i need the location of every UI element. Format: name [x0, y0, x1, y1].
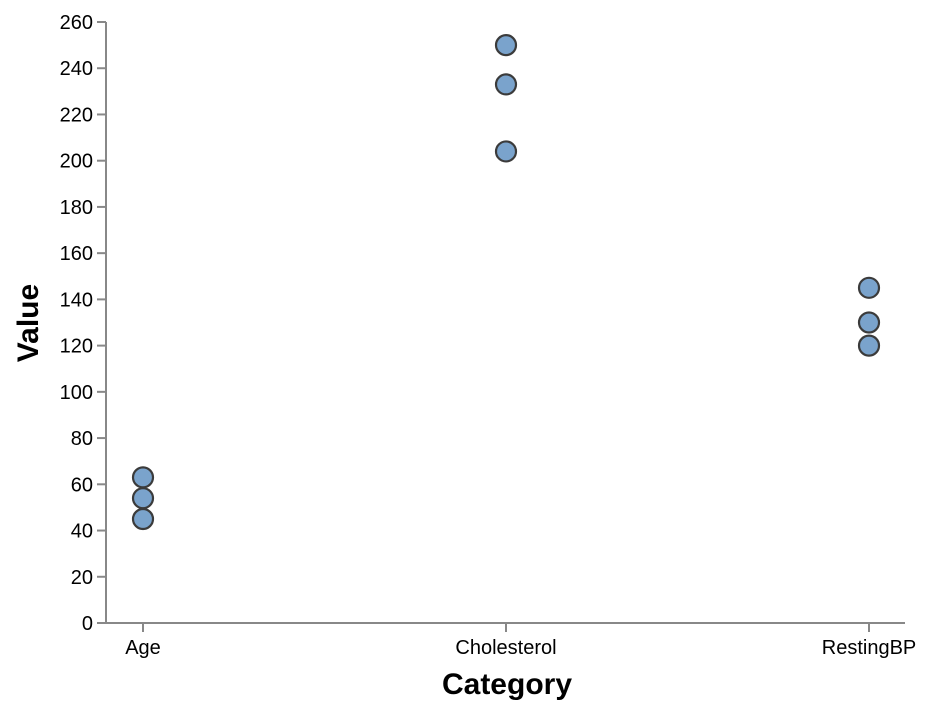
data-point-restingbp	[857, 276, 881, 299]
data-points	[131, 34, 881, 531]
data-point-age	[131, 487, 155, 510]
y-axis-title: Value	[12, 284, 45, 362]
x-tick-label-cholesterol: Cholesterol	[455, 637, 556, 659]
x-axis-title: Category	[442, 668, 572, 701]
y-tick-label: 240	[60, 58, 93, 80]
y-tick-label: 220	[60, 104, 93, 126]
y-tick-label: 180	[60, 197, 93, 219]
data-point-restingbp	[857, 334, 881, 357]
y-tick-label: 200	[60, 151, 93, 173]
y-tick-label: 60	[71, 474, 93, 496]
y-axis: 0 20 40 60 80 100 120 140 160 180 200 220 240 260	[60, 12, 107, 635]
y-tick-label: 160	[60, 243, 93, 265]
x-tick-label-restingbp: RestingBP	[822, 637, 917, 659]
y-tick-label: 0	[82, 613, 93, 635]
data-point-cholesterol	[494, 140, 518, 163]
data-point-restingbp	[857, 311, 881, 334]
y-tick-label: 260	[60, 12, 93, 34]
data-point-cholesterol	[494, 73, 518, 96]
y-tick-label: 80	[71, 428, 93, 450]
y-tick-label: 20	[71, 567, 93, 589]
y-tick-label: 40	[71, 521, 93, 543]
data-point-age	[131, 466, 155, 489]
x-tick-label-age: Age	[125, 637, 161, 659]
data-point-age	[131, 507, 155, 531]
y-tick-label: 100	[60, 382, 93, 404]
data-point-cholesterol	[494, 34, 518, 57]
y-tick-label: 140	[60, 289, 93, 311]
x-axis: Age Cholesterol RestingBP	[106, 622, 917, 659]
y-tick-label: 120	[60, 336, 93, 358]
